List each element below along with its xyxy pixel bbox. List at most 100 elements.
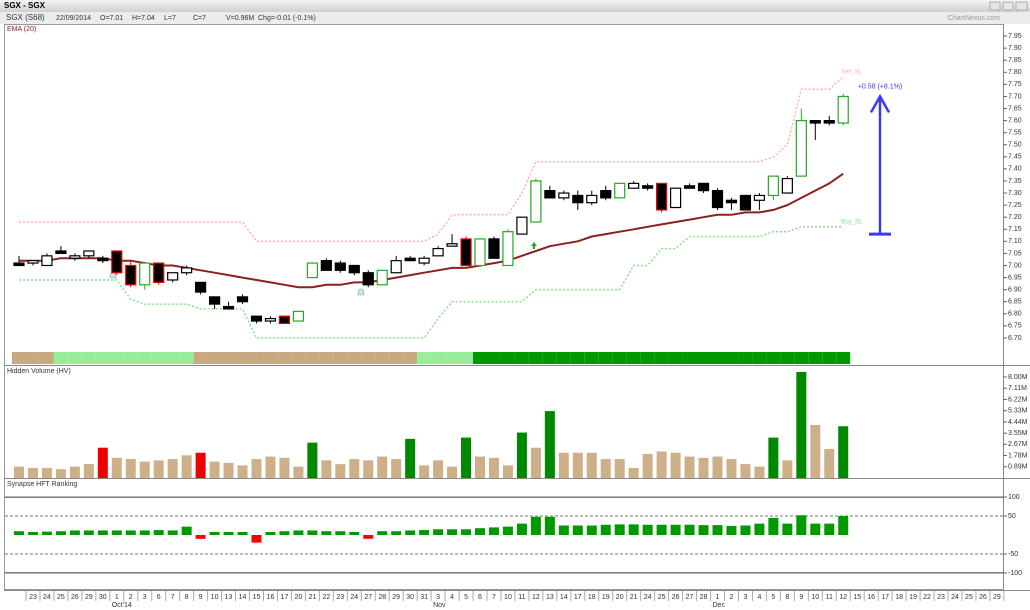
candle-body: [725, 199, 738, 204]
volume-bar: [642, 454, 653, 478]
hft-bar: [698, 525, 709, 535]
candle-body: [390, 260, 402, 274]
x-tick-label: 13: [225, 594, 233, 601]
hft-bar: [265, 531, 276, 535]
y-tick-label: 7.00: [1008, 262, 1022, 269]
volume-bar: [251, 459, 262, 478]
volume-bar: [363, 460, 374, 478]
volume-bar: [530, 447, 541, 478]
y-tick-label: 7.11M: [1008, 385, 1027, 392]
signal-band-cell: [25, 352, 40, 364]
y-tick-label: 7.60: [1008, 117, 1022, 124]
candle-body: [83, 250, 95, 257]
candle-body: [753, 194, 766, 201]
hft-bar: [181, 526, 192, 535]
hft-bar: [153, 530, 164, 535]
x-tick-label: 8: [785, 594, 789, 601]
candle-body: [558, 192, 570, 199]
volume-bar: [321, 460, 332, 478]
indicator-line: [19, 76, 844, 243]
y-tick-label: 7.80: [1008, 69, 1022, 76]
y-tick-label: 1.78M: [1008, 452, 1028, 459]
hft-bar: [712, 525, 723, 535]
x-tick-label: 17: [574, 594, 582, 601]
volume-bar: [782, 460, 793, 478]
signal-band-cell: [822, 352, 837, 364]
candle-body: [167, 272, 179, 281]
volume-bar: [349, 459, 360, 478]
candle-body: [69, 255, 81, 259]
volume-bar: [69, 466, 80, 478]
alert-icon: [357, 288, 365, 296]
x-tick-label: 14: [239, 594, 247, 601]
volume-bar: [181, 455, 192, 478]
x-tick-label: 24: [350, 594, 358, 601]
volume-bar: [419, 465, 430, 478]
candle-body: [111, 250, 123, 274]
hft-title: Synapse HFT Ranking: [7, 481, 77, 488]
x-tick-label: 16: [867, 594, 875, 601]
volume-bar: [307, 442, 318, 478]
signal-band-cell: [445, 352, 460, 364]
candle-body: [222, 305, 235, 310]
signal-band-cell: [347, 352, 362, 364]
volume-bar: [14, 466, 24, 478]
candle-body: [362, 272, 374, 286]
info-bar: [0, 12, 1030, 24]
signal-band-cell: [319, 352, 334, 364]
hft-bar: [14, 531, 24, 535]
signal-band-cell: [724, 352, 739, 364]
signal-band-cell: [696, 352, 711, 364]
legend-entry: EMA (20): [7, 26, 36, 33]
hft-bar: [69, 530, 80, 535]
signal-band-cell: [654, 352, 669, 364]
open: O=7.01: [100, 15, 123, 22]
hft-bar: [656, 524, 667, 535]
signal-band-cell: [263, 352, 278, 364]
volume-bar: [488, 457, 499, 478]
y-tick-label: 7.10: [1008, 238, 1022, 245]
close-button[interactable]: [1015, 1, 1028, 11]
y-tick-label: 6.85: [1008, 299, 1022, 306]
x-tick-label: 7: [171, 594, 175, 601]
candle-body: [516, 216, 528, 235]
y-tick-label: 100: [1008, 494, 1020, 501]
candle-body: [236, 296, 249, 303]
candle-body: [474, 238, 486, 267]
signal-icons: [109, 242, 537, 296]
signal-band-cell: [39, 352, 54, 364]
x-tick-label: 21: [308, 594, 316, 601]
volume-bar: [726, 459, 737, 478]
hft-bar: [572, 525, 583, 535]
x-tick-label: 26: [71, 594, 79, 601]
candle-body: [334, 262, 346, 271]
close: C=7: [193, 15, 206, 22]
candle-body: [656, 182, 668, 211]
volume-bar: [754, 466, 765, 478]
x-tick-label: 23: [29, 594, 37, 601]
series-label: Sell_SL: [841, 70, 862, 76]
signal-band-cell: [668, 352, 683, 364]
hft-bar: [614, 524, 625, 535]
minimize-button[interactable]: [989, 1, 1001, 11]
hft-bar: [391, 531, 402, 535]
candle-body: [642, 185, 654, 189]
hft-bar: [237, 531, 248, 535]
y-tick-label: 7.95: [1008, 33, 1022, 40]
hft-bar: [558, 525, 569, 535]
candle-body: [404, 257, 416, 262]
x-tick-label: 13: [546, 594, 554, 601]
candle-body: [711, 190, 724, 209]
hft-bar: [321, 531, 332, 535]
maximize-button[interactable]: [1002, 1, 1014, 11]
x-tick-label: 24: [644, 594, 652, 601]
volume-bar: [265, 456, 276, 478]
y-tick-label: 7.65: [1008, 105, 1022, 112]
signal-band-cell: [81, 352, 96, 364]
volume-bar: [97, 447, 108, 478]
y-tick-label: 7.40: [1008, 166, 1022, 173]
signal-band-cell: [277, 352, 292, 364]
signal-band-cell: [500, 352, 515, 364]
x-tick-label: 1: [716, 594, 720, 601]
